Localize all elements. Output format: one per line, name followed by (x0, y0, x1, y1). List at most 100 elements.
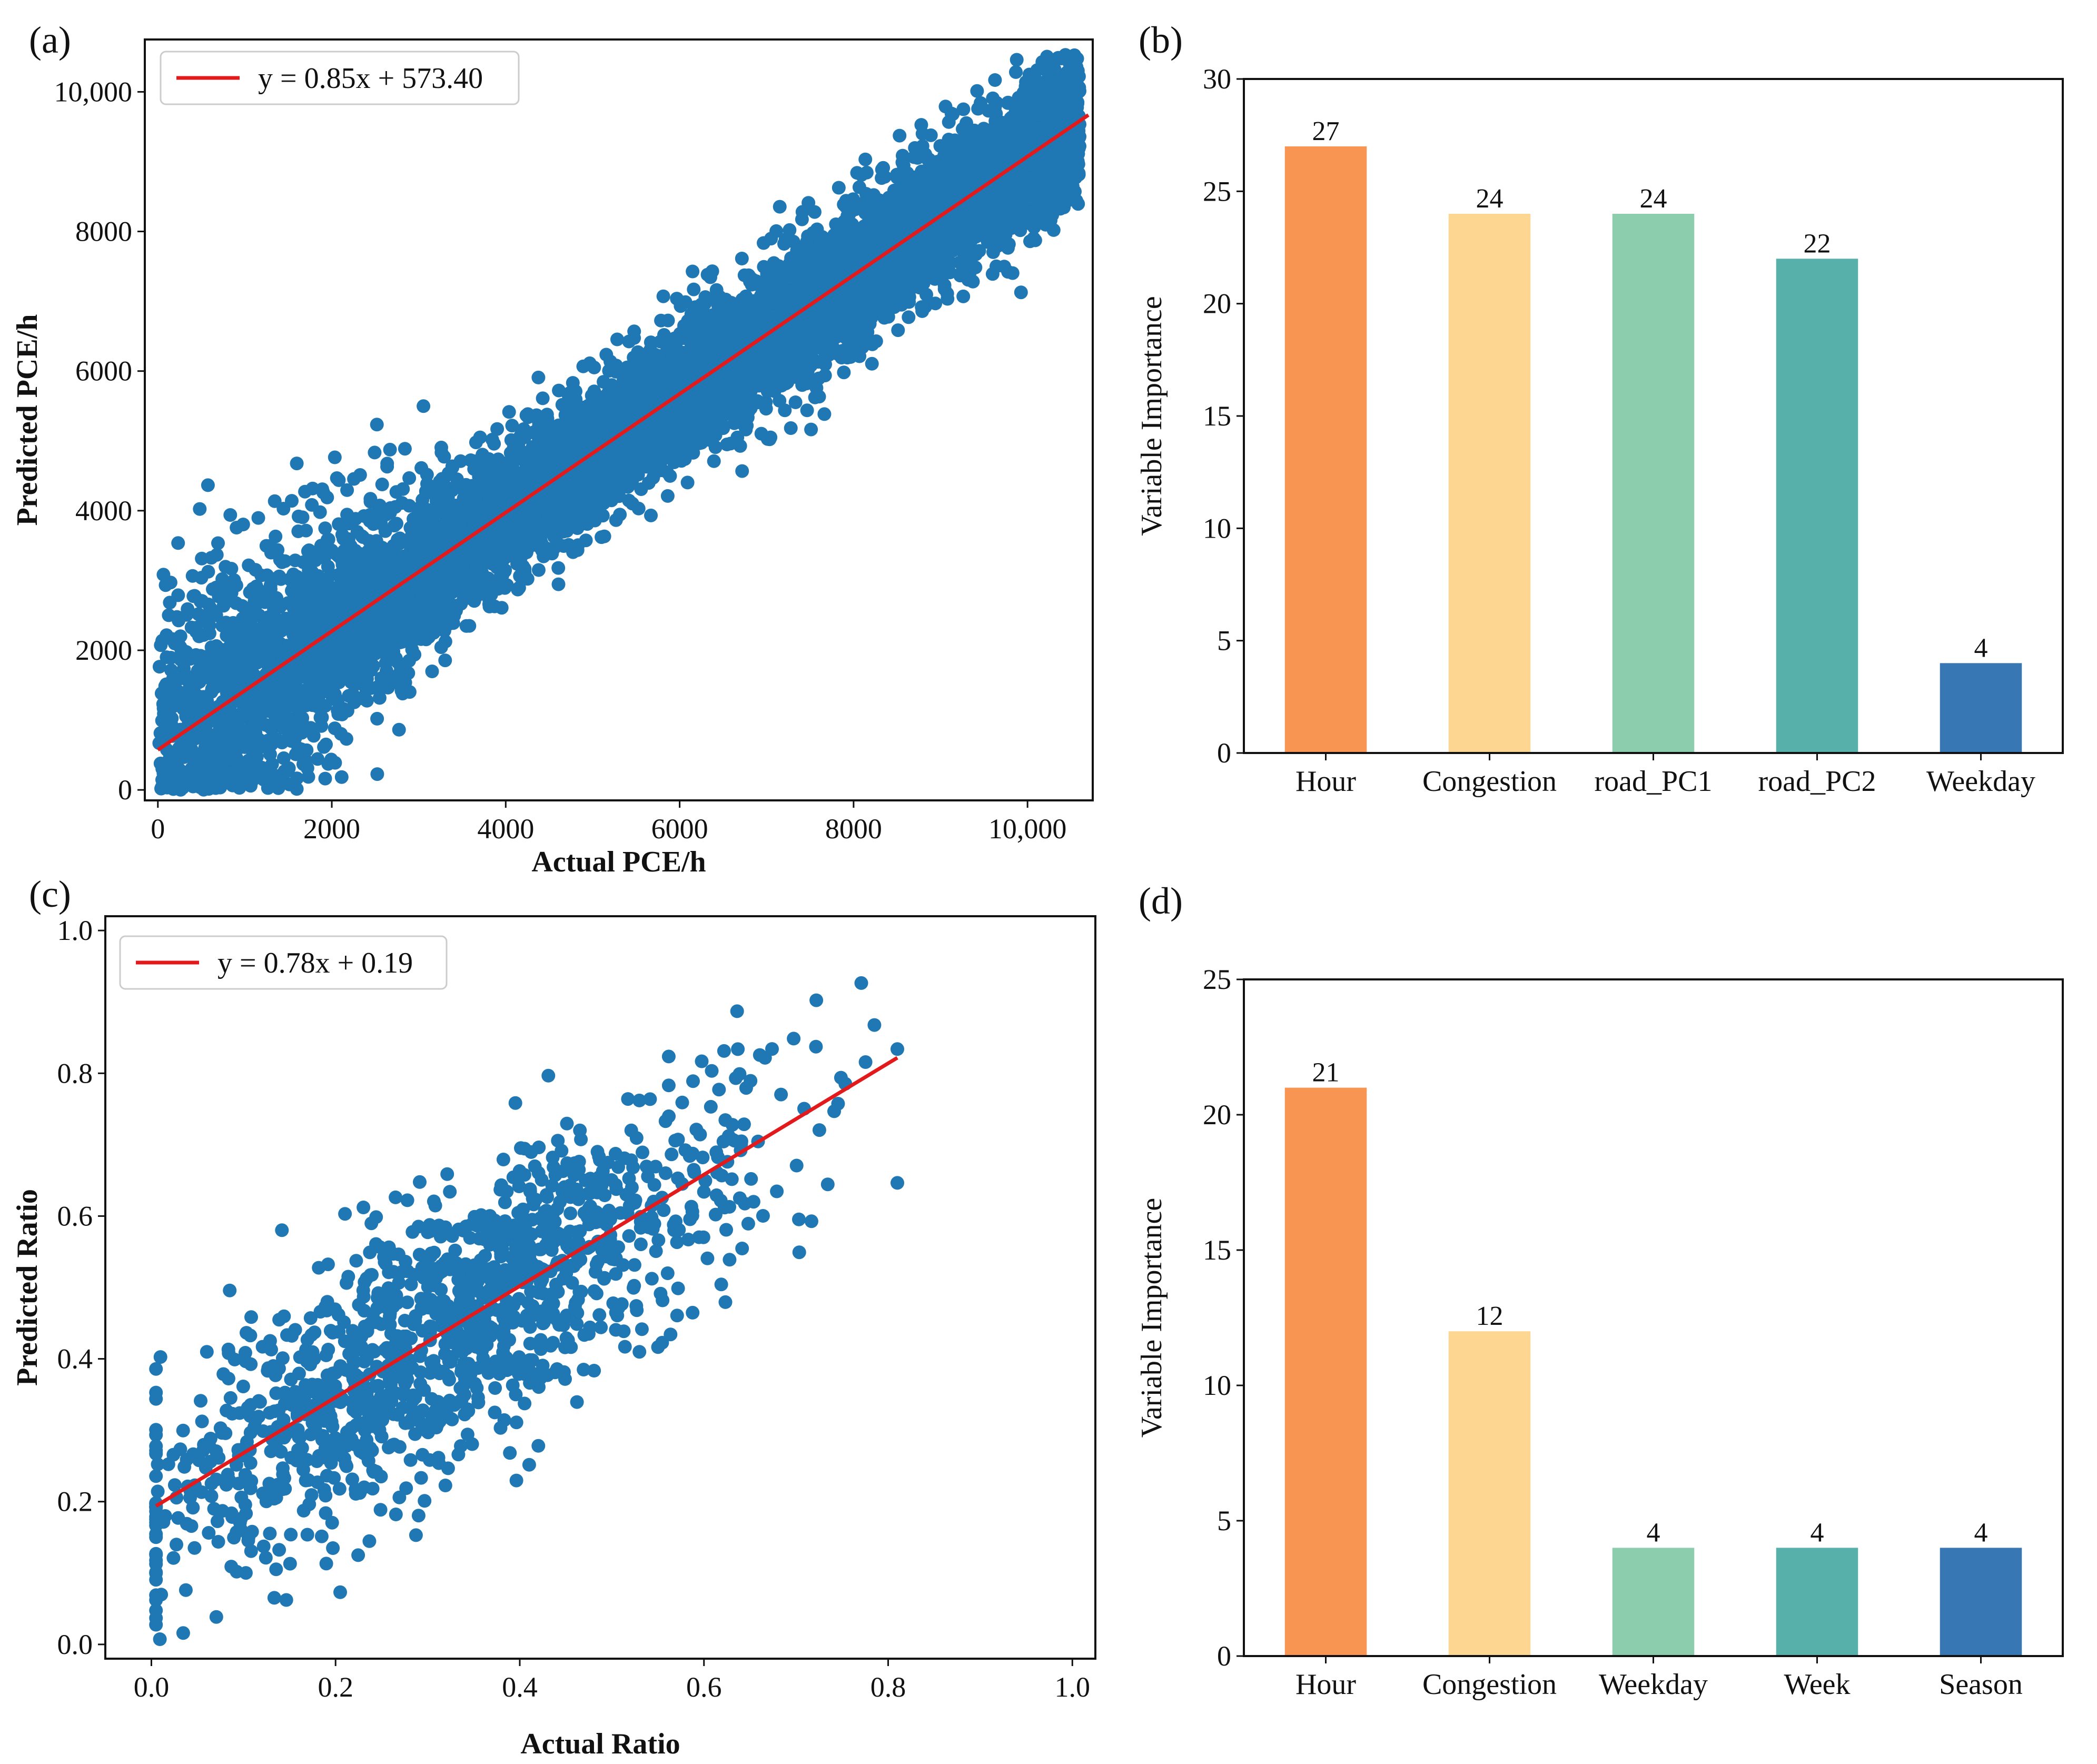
panel-a-point (804, 422, 818, 437)
panel-a-point (299, 754, 313, 768)
panel-a-point (391, 655, 405, 669)
panel-a-point (204, 640, 219, 655)
panel-a-point (972, 244, 986, 258)
panel-a-point (788, 395, 803, 409)
panel-a-point (370, 711, 384, 726)
panel-a-point (552, 383, 566, 398)
panel-a-point (891, 323, 905, 338)
panel-a-point (1014, 285, 1028, 300)
panel-a-point (502, 405, 516, 419)
panel-a-point (435, 472, 449, 486)
panel-a-point (298, 484, 312, 499)
panel-a-point (321, 560, 335, 573)
panel-a-point (708, 440, 723, 454)
panel-a-point (832, 181, 846, 195)
panel-a-point (521, 410, 535, 424)
panel-a-point (291, 524, 305, 538)
panel-a-point (641, 476, 656, 490)
panel-a-point (817, 407, 832, 421)
panel-a-point (438, 653, 452, 668)
panel-a-point (298, 580, 312, 594)
panel-a-point (790, 244, 804, 258)
panel-a-point (441, 584, 455, 599)
panel-a-point (319, 737, 333, 751)
panel-a-point (370, 767, 384, 781)
panel-a-point (609, 513, 623, 527)
panel-a-point (463, 453, 478, 467)
panel-a-point (438, 635, 452, 649)
panel-a-point (201, 478, 215, 492)
panel-a-point (246, 692, 260, 706)
panel-a-point (536, 391, 550, 405)
panel-a-point (551, 577, 566, 591)
panel-a-point (398, 442, 412, 456)
panel-a-scatter-pce: (a) 0 2000 4000 6000 8000 10,000 020004000600… (11, 19, 1094, 878)
panel-a-point (193, 502, 207, 516)
panel-a-point (315, 710, 329, 725)
panel-a-point (419, 484, 433, 498)
panel-a-point (986, 245, 1000, 259)
panel-a-point (402, 653, 416, 668)
panel-a-point (236, 518, 250, 531)
panel-a-point (893, 128, 907, 143)
panel-a-point (735, 464, 749, 478)
panel-a-point (956, 289, 971, 303)
panel-a-point (660, 489, 675, 503)
panel-a-point (189, 621, 203, 635)
panel-a-point (531, 563, 546, 577)
panel-a-point (462, 619, 477, 633)
panel-a-point (928, 296, 943, 311)
panel-a-point (392, 722, 406, 737)
panel-a-point (337, 532, 351, 546)
panel-a-point (152, 660, 166, 674)
panel-a-point (551, 561, 566, 575)
panel-a-point (417, 399, 431, 413)
panel-a-point (163, 576, 177, 590)
panel-a-point (334, 770, 349, 784)
panel-a-point (933, 139, 947, 153)
panel-a-point (735, 252, 749, 265)
panel-a-point (162, 718, 176, 732)
panel-a-point (924, 128, 938, 142)
panel-a-point (739, 422, 753, 437)
panel-a-point (442, 481, 456, 495)
panel-a-point (273, 600, 287, 614)
panel-a-point (306, 729, 321, 743)
panel-a-point (531, 370, 546, 384)
panel-a-point (375, 478, 389, 491)
panel-a-point (305, 565, 319, 579)
panel-a-point (275, 555, 289, 569)
panel-a-point (259, 539, 273, 553)
panel-a-point (680, 475, 695, 490)
panel-a-point (171, 536, 185, 550)
panel-a-point (332, 517, 346, 531)
panel-a-point (707, 454, 721, 468)
panel-a-point (686, 264, 700, 279)
panel-a-point (402, 471, 417, 485)
panel-a-point (370, 680, 384, 694)
panel-a-point (380, 457, 394, 471)
panel-a-point (290, 457, 304, 471)
panel-a-point (588, 389, 602, 403)
panel-a-point (966, 274, 980, 289)
panel-a-point (248, 609, 262, 623)
panel-a-point (437, 450, 451, 464)
panel-a-point (773, 200, 787, 214)
panel-a-point (956, 102, 971, 116)
panel-a-points (152, 48, 1086, 797)
panel-a-point (292, 509, 305, 523)
panel-a-point (328, 756, 342, 770)
panel-a-label: (a) (29, 19, 71, 61)
panel-a-point (313, 601, 328, 616)
panel-a-point (784, 421, 798, 435)
panel-a-point (332, 473, 346, 487)
panel-a-point (970, 84, 984, 98)
panel-a-point (687, 282, 701, 296)
panel-a-point (173, 629, 187, 643)
panel-a-point (1046, 223, 1061, 237)
panel-a-point (915, 300, 929, 314)
panel-a-point (610, 332, 624, 346)
panel-a-point (579, 533, 593, 548)
panel-a-point (778, 403, 792, 418)
